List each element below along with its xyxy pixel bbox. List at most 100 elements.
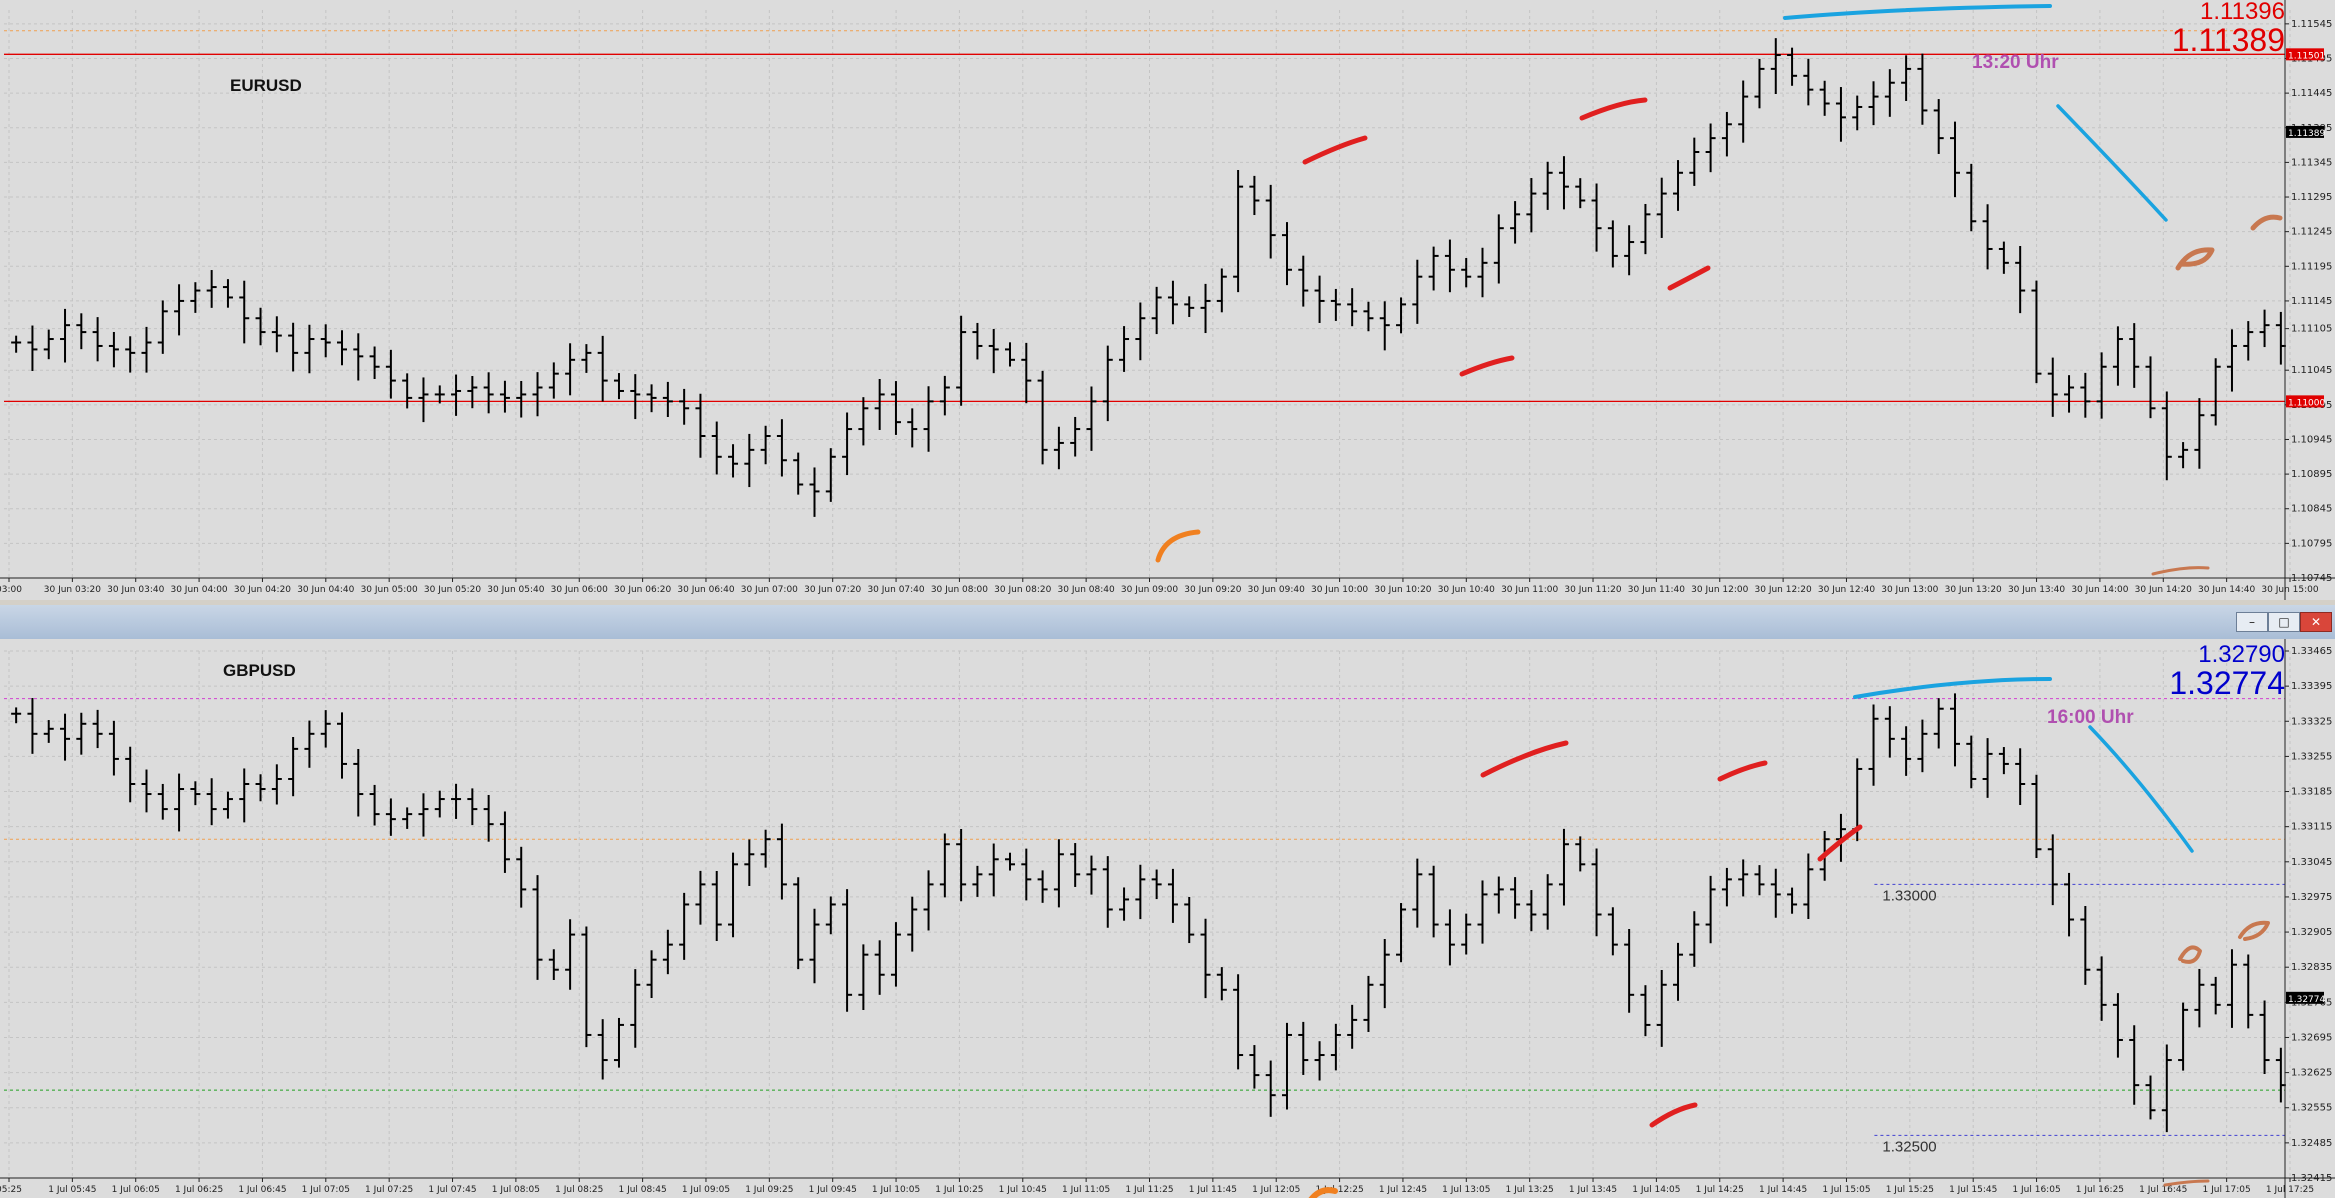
gbpusd-annotation-stroke <box>1649 1102 1698 1128</box>
gbpusd-ohlc-bar <box>630 969 641 1048</box>
eurusd-y-tick-label: 1.11145 <box>2291 296 2332 307</box>
eurusd-ohlc-bar <box>483 372 494 414</box>
eurusd-annotation-stroke <box>1459 355 1515 377</box>
eurusd-ohlc-bar <box>890 381 901 435</box>
gbpusd-window-titlebar[interactable]: – □ ✕ <box>0 605 2335 640</box>
gbpusd-ohlc-bar <box>939 833 950 898</box>
eurusd-annotation-stroke <box>1155 529 1201 563</box>
gbpusd-ohlc-bar <box>972 865 983 897</box>
eurusd-ohlc-bar <box>1493 214 1504 284</box>
eurusd-ohlc-bar <box>1461 258 1472 288</box>
gbpusd-ohlc-bar <box>239 768 250 823</box>
gbpusd-ohlc-bar <box>1705 875 1716 944</box>
gbpusd-ohlc-bar <box>662 929 673 975</box>
eurusd-y-tick-label: 1.11345 <box>2291 157 2332 168</box>
gbpusd-y-tick-label: 1.32695 <box>2291 1032 2332 1043</box>
gbpusd-annotation-stroke <box>2178 945 2202 964</box>
eurusd-ohlc-bar <box>206 270 217 308</box>
eurusd-ohlc-bar <box>613 373 624 400</box>
eurusd-x-tick-label: 30 Jun 06:20 <box>614 585 671 595</box>
eurusd-x-tick-label: 30 Jun 14:00 <box>2071 585 2128 595</box>
gbpusd-x-tick-label: 1 Jul 16:45 <box>2139 1185 2187 1195</box>
eurusd-ohlc-bar <box>1167 280 1178 325</box>
eurusd-ohlc-bar <box>337 330 348 366</box>
maximize-button[interactable]: □ <box>2268 612 2300 632</box>
eurusd-x-tick-label: 30 Jun 05:40 <box>487 585 544 595</box>
eurusd-ohlc-bar <box>1754 58 1765 109</box>
gbpusd-x-tick-label: 1 Jul 14:45 <box>1759 1185 1807 1195</box>
gbpusd-chart-window[interactable]: – □ ✕ 1.33465 1.33395 1.33325 1.33255 1.3318… <box>0 605 2335 1198</box>
gbpusd-ohlc-bar <box>695 870 706 925</box>
eurusd-price-chart[interactable]: 1.115451.114951.114451.113951.113451.112… <box>0 0 2335 600</box>
eurusd-ohlc-bar <box>1396 297 1407 334</box>
eurusd-ohlc-bar <box>1412 259 1423 324</box>
eurusd-annotation-stroke <box>1783 4 2052 20</box>
gbpusd-ohlc-bar <box>451 783 462 819</box>
eurusd-ohlc-bar <box>2096 352 2107 419</box>
gbpusd-y-tick-label: 1.32485 <box>2291 1138 2332 1149</box>
eurusd-ohlc-bar <box>679 388 690 425</box>
gbpusd-x-tick-label: 1 Jul 15:45 <box>1949 1185 1997 1195</box>
gbpusd-ohlc-bar <box>1265 1060 1276 1117</box>
gbpusd-x-tick-label: 1 Jul 12:45 <box>1379 1185 1427 1195</box>
eurusd-x-tick-label: 30 Jun 03:20 <box>44 585 101 595</box>
gbpusd-x-tick-label: 1 Jul 08:05 <box>492 1185 540 1195</box>
eurusd-x-tick-label: 30 Jun 09:40 <box>1248 585 1305 595</box>
gbpusd-y-tick-label: 1.33255 <box>2291 751 2332 762</box>
eurusd-ohlc-bar <box>1819 80 1830 116</box>
gbpusd-price-chart[interactable]: 1.33465 1.33395 1.33325 1.33255 1.33185 1.331… <box>0 639 2335 1198</box>
gbpusd-ohlc-bar <box>2015 748 2026 805</box>
eurusd-ohlc-bar <box>141 326 152 373</box>
gbpusd-ohlc-bar <box>304 720 315 768</box>
gbpusd-ohlc-bar <box>43 720 54 743</box>
eurusd-ohlc-bar <box>190 282 201 313</box>
eurusd-ohlc-bar <box>1021 342 1032 404</box>
minimize-button[interactable]: – <box>2236 612 2268 632</box>
eurusd-x-tick-label: 30 Jun 11:00 <box>1501 585 1558 595</box>
eurusd-x-tick-label: 30 Jun 06:40 <box>677 585 734 595</box>
eurusd-ohlc-bar <box>1151 286 1162 335</box>
eurusd-ohlc-bar <box>1803 58 1814 106</box>
eurusd-ohlc-bar <box>1998 241 2009 274</box>
eurusd-y-tick-label: 1.10895 <box>2291 469 2332 480</box>
eurusd-x-tick-label: 30 Jun 07:40 <box>867 585 924 595</box>
gbpusd-ohlc-bar <box>858 944 869 1010</box>
gbpusd-ohlc-bar <box>1167 868 1178 923</box>
gbpusd-ohlc-bar <box>1135 864 1146 920</box>
eurusd-ohlc-bar <box>434 385 445 404</box>
gbpusd-ohlc-bar <box>532 875 543 980</box>
gbpusd-y-tick-label: 1.32905 <box>2291 927 2332 938</box>
gbpusd-x-tick-label: 1 Jul 12:25 <box>1315 1185 1363 1195</box>
close-button[interactable]: ✕ <box>2300 612 2332 632</box>
eurusd-x-tick-label: 30 Jun 12:20 <box>1755 585 1812 595</box>
gbpusd-ohlc-bar <box>125 746 136 803</box>
eurusd-chart-window[interactable]: 1.115451.114951.114451.113951.113451.112… <box>0 0 2335 600</box>
eurusd-annotation-stroke <box>2250 214 2283 231</box>
gbpusd-ohlc-bar <box>2064 872 2075 937</box>
gbpusd-ohlc-bar <box>467 788 478 826</box>
eurusd-ohlc-bar <box>646 384 657 413</box>
gbpusd-ohlc-bar <box>1982 738 1993 798</box>
eurusd-ohlc-bar <box>402 373 413 409</box>
eurusd-ohlc-bar <box>1363 301 1374 332</box>
gbpusd-x-tick-label: 1 Jul 15:05 <box>1822 1185 1870 1195</box>
eurusd-ask-price: 1.11396 <box>2200 0 2285 25</box>
eurusd-y-tick-label: 1.11105 <box>2291 324 2332 335</box>
gbpusd-y-tick-label: 1.32975 <box>2291 892 2332 903</box>
eurusd-ohlc-bar <box>1428 246 1439 291</box>
gbpusd-ohlc-bar <box>288 736 299 797</box>
gbpusd-ohlc-bar <box>369 784 380 826</box>
eurusd-ohlc-bar <box>2015 245 2026 314</box>
gbpusd-ohlc-bar <box>1656 970 1667 1047</box>
eurusd-ohlc-bar <box>1314 275 1325 323</box>
gbpusd-ohlc-bar <box>2031 774 2042 858</box>
eurusd-x-tick-label: 30 Jun 10:00 <box>1311 585 1368 595</box>
eurusd-x-tick-label: 30 Jun 10:40 <box>1438 585 1495 595</box>
eurusd-x-tick-label: 30 Jun 15:00 <box>2261 585 2318 595</box>
eurusd-ohlc-bar <box>1721 111 1732 157</box>
eurusd-y-tick-label: 1.11545 <box>2291 19 2332 30</box>
gbpusd-ohlc-bar <box>776 823 787 900</box>
gbpusd-x-tick-label: 1 Jul 06:45 <box>238 1185 286 1195</box>
eurusd-ohlc-bar <box>1738 80 1749 143</box>
gbpusd-ohlc-bar <box>679 892 690 960</box>
